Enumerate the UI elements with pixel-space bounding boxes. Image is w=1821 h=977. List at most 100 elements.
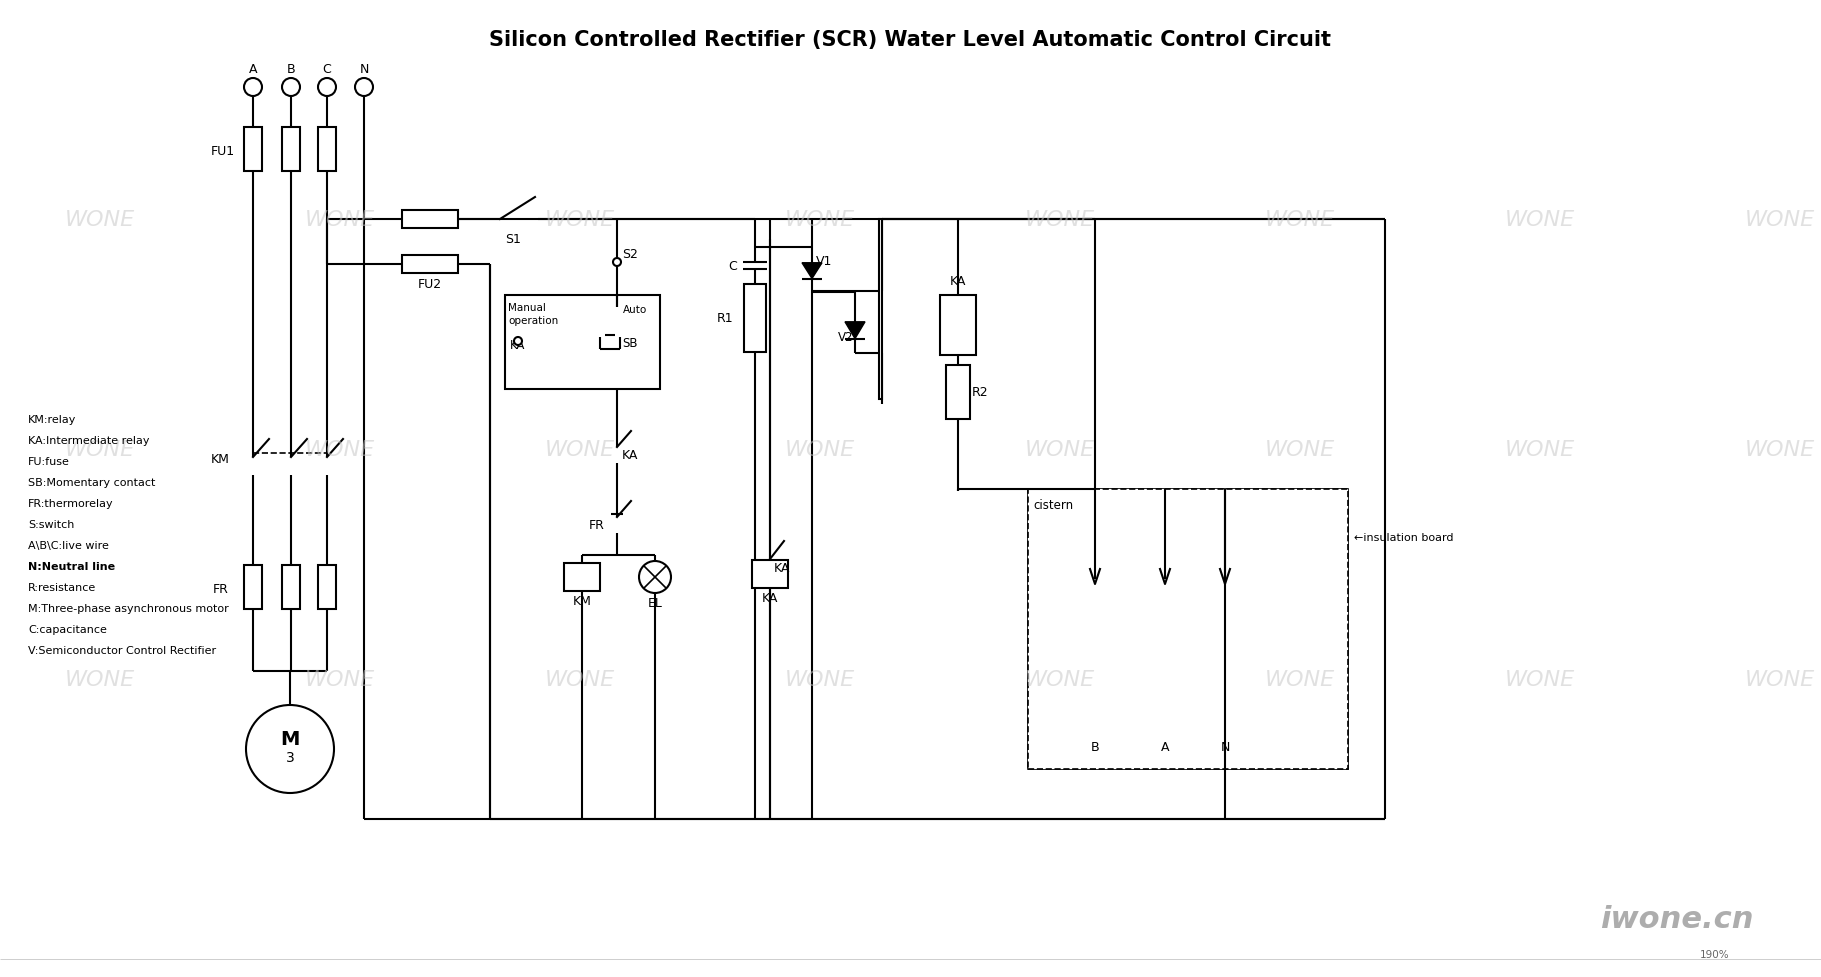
Circle shape <box>246 705 333 793</box>
Text: WONE: WONE <box>1745 210 1816 230</box>
Text: WONE: WONE <box>1745 440 1816 459</box>
Text: WONE: WONE <box>304 440 375 459</box>
Bar <box>282 566 300 610</box>
Text: C:capacitance: C:capacitance <box>27 624 107 634</box>
Text: KM: KM <box>211 453 229 466</box>
Text: C: C <box>322 64 331 76</box>
Text: WONE: WONE <box>785 669 856 690</box>
Text: R1: R1 <box>716 313 734 325</box>
Text: WONE: WONE <box>1266 210 1335 230</box>
Text: KA: KA <box>774 562 790 574</box>
Bar <box>940 296 976 356</box>
Text: WONE: WONE <box>304 669 375 690</box>
Text: S:switch: S:switch <box>27 520 75 530</box>
Bar <box>1029 489 1348 769</box>
Text: R:resistance: R:resistance <box>27 582 97 592</box>
Text: B: B <box>1091 741 1100 753</box>
Text: A: A <box>1160 741 1169 753</box>
Text: operation: operation <box>508 316 559 325</box>
Text: V1: V1 <box>816 255 832 269</box>
Text: N: N <box>1220 741 1229 753</box>
Text: N: N <box>359 64 368 76</box>
Text: Auto: Auto <box>623 305 646 315</box>
Text: cistern: cistern <box>1033 499 1073 512</box>
Bar <box>244 128 262 172</box>
Bar <box>319 128 337 172</box>
Bar <box>752 561 788 588</box>
Circle shape <box>355 79 373 97</box>
Text: FU1: FU1 <box>211 146 235 158</box>
Text: S1: S1 <box>504 234 521 246</box>
Bar <box>745 284 767 353</box>
Text: WONE: WONE <box>1266 440 1335 459</box>
Text: WONE: WONE <box>1504 440 1575 459</box>
Text: WONE: WONE <box>1025 440 1094 459</box>
Circle shape <box>639 562 670 593</box>
Text: WONE: WONE <box>66 440 135 459</box>
Text: M:Three-phase asynchronous motor: M:Three-phase asynchronous motor <box>27 604 229 614</box>
Text: WONE: WONE <box>785 440 856 459</box>
Bar <box>504 296 659 390</box>
Text: WONE: WONE <box>544 440 615 459</box>
Text: WONE: WONE <box>1025 669 1094 690</box>
Text: WONE: WONE <box>66 210 135 230</box>
Text: WONE: WONE <box>304 210 375 230</box>
Text: WONE: WONE <box>1504 669 1575 690</box>
Text: KA: KA <box>761 592 778 605</box>
Text: A: A <box>249 64 257 76</box>
Text: WONE: WONE <box>785 210 856 230</box>
Text: EL: EL <box>648 597 663 610</box>
Text: Silicon Controlled Rectifier (SCR) Water Level Automatic Control Circuit: Silicon Controlled Rectifier (SCR) Water… <box>490 30 1331 50</box>
Text: iwone.cn: iwone.cn <box>1601 905 1754 934</box>
Text: KA: KA <box>951 276 967 288</box>
Text: 3: 3 <box>286 750 295 764</box>
Text: WONE: WONE <box>544 210 615 230</box>
Circle shape <box>514 338 523 346</box>
Text: A\B\C:live wire: A\B\C:live wire <box>27 540 109 550</box>
Text: KA: KA <box>623 449 639 462</box>
Text: WONE: WONE <box>66 669 135 690</box>
Polygon shape <box>801 264 821 279</box>
Circle shape <box>282 79 300 97</box>
Text: KM: KM <box>572 595 592 608</box>
Text: WONE: WONE <box>1266 669 1335 690</box>
Text: V:Semiconductor Control Rectifier: V:Semiconductor Control Rectifier <box>27 646 217 656</box>
Bar <box>244 566 262 610</box>
Text: FR: FR <box>588 519 605 531</box>
Bar <box>880 220 881 400</box>
Text: WONE: WONE <box>1025 210 1094 230</box>
Text: FR:thermorelay: FR:thermorelay <box>27 498 113 508</box>
Text: WONE: WONE <box>1504 210 1575 230</box>
Bar <box>282 128 300 172</box>
Text: SB: SB <box>623 337 637 350</box>
Bar <box>402 211 459 229</box>
Text: 190%: 190% <box>1701 949 1730 959</box>
Bar <box>1029 489 1348 769</box>
Text: ←insulation board: ←insulation board <box>1355 532 1453 542</box>
Text: FR: FR <box>213 583 229 596</box>
Text: V2: V2 <box>838 331 852 344</box>
Bar <box>565 564 599 591</box>
Text: WONE: WONE <box>1745 669 1816 690</box>
Text: N:Neutral line: N:Neutral line <box>27 562 115 572</box>
Text: B: B <box>286 64 295 76</box>
Text: WONE: WONE <box>544 669 615 690</box>
Bar <box>945 365 971 419</box>
Text: R2: R2 <box>972 386 989 399</box>
Text: M: M <box>280 730 300 748</box>
Bar <box>402 256 459 274</box>
Polygon shape <box>845 322 865 339</box>
Text: FU2: FU2 <box>419 278 443 291</box>
Circle shape <box>319 79 337 97</box>
Circle shape <box>614 259 621 267</box>
Text: S2: S2 <box>623 248 637 261</box>
Text: C: C <box>728 260 738 274</box>
Bar <box>319 566 337 610</box>
Text: SB:Momentary contact: SB:Momentary contact <box>27 478 155 488</box>
Text: KA: KA <box>510 339 526 352</box>
Text: Manual: Manual <box>508 303 546 313</box>
Text: KA:Intermediate relay: KA:Intermediate relay <box>27 436 149 446</box>
Text: FU:fuse: FU:fuse <box>27 456 69 467</box>
Text: KM:relay: KM:relay <box>27 414 76 425</box>
Circle shape <box>244 79 262 97</box>
